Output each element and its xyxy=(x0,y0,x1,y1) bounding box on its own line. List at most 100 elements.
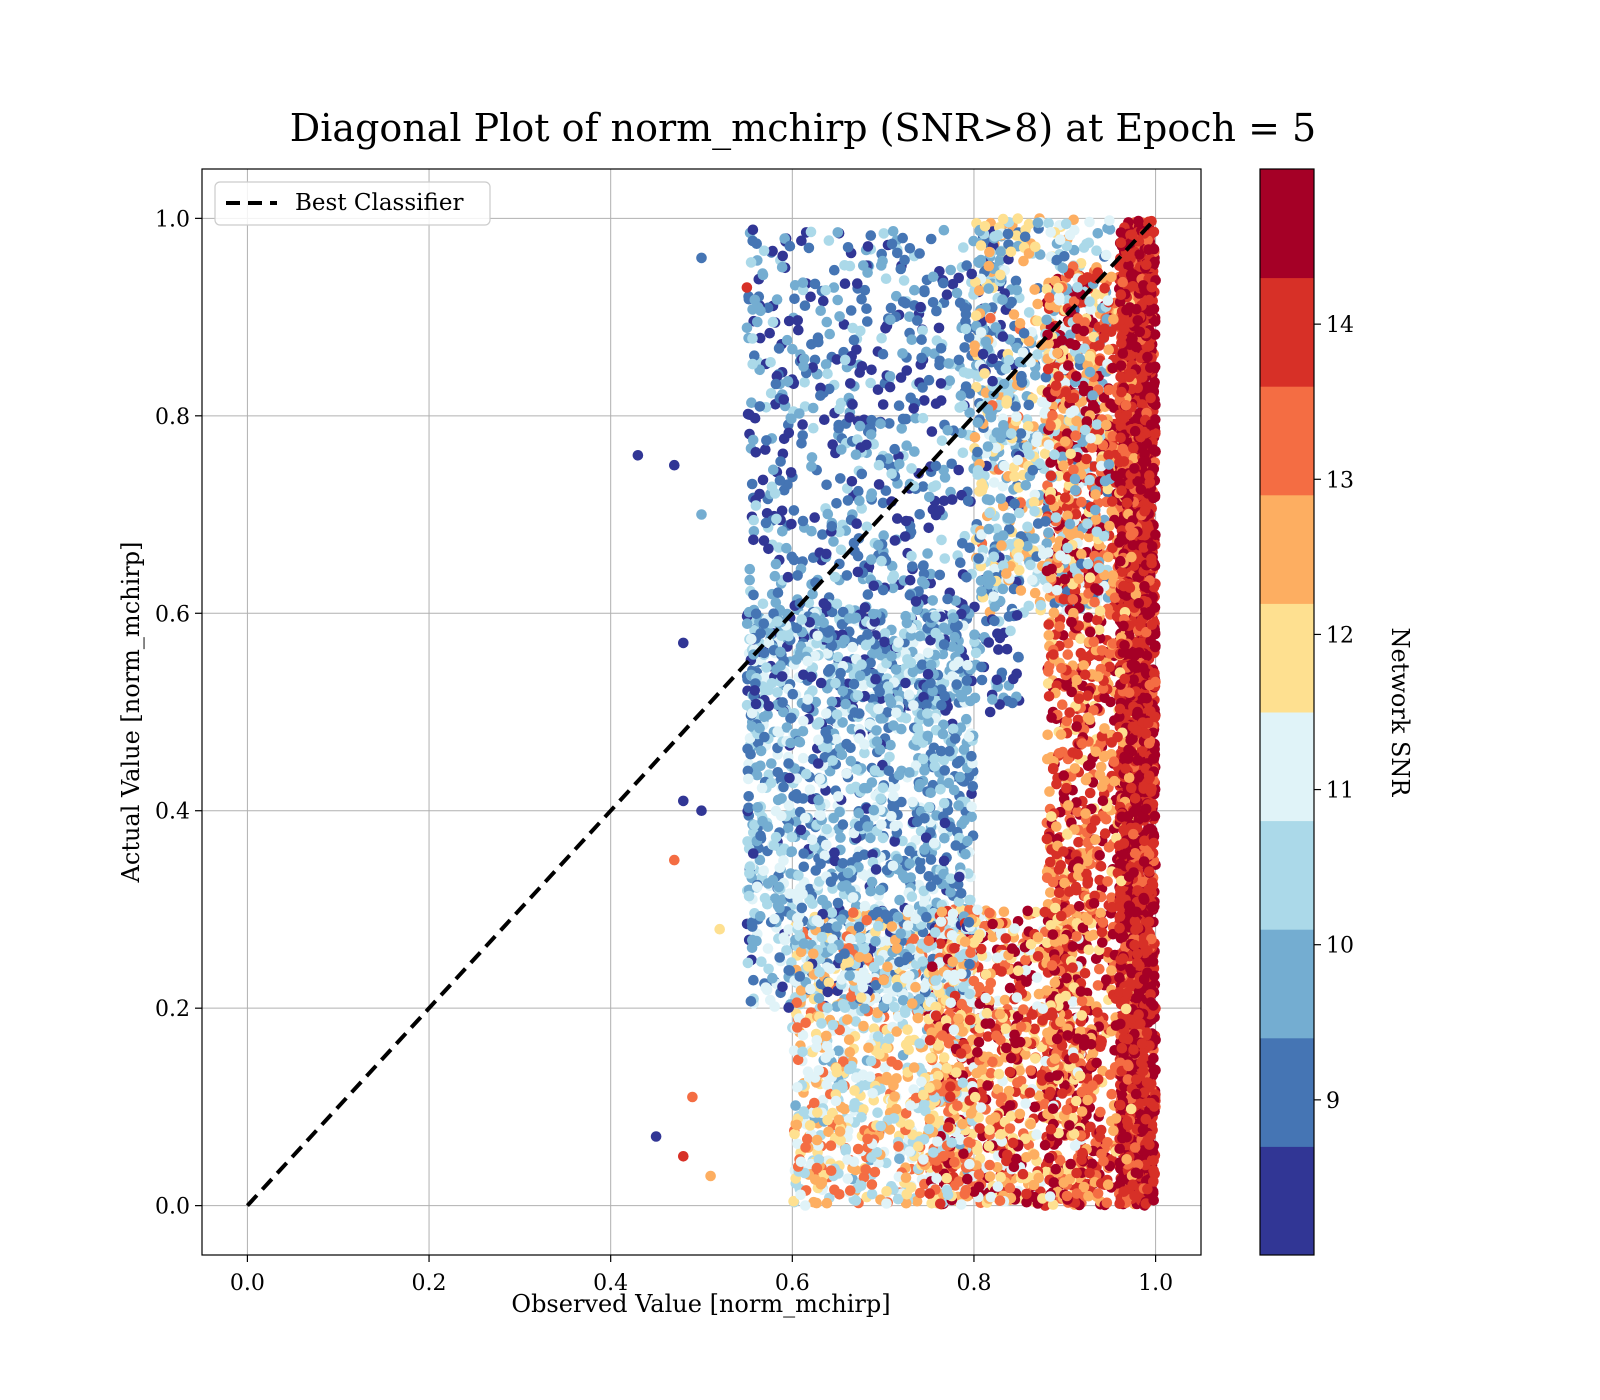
scatter-point xyxy=(650,1131,662,1142)
scatter-point xyxy=(764,327,775,339)
scatter-point xyxy=(938,1052,950,1063)
scatter-point xyxy=(941,289,953,301)
scatter-point xyxy=(982,1080,993,1091)
scatter-point xyxy=(743,791,754,802)
scatter-point xyxy=(760,444,771,455)
scatter-point xyxy=(957,447,969,459)
scatter-point xyxy=(919,395,930,406)
scatter-point xyxy=(743,773,754,785)
scatter-point xyxy=(1092,1007,1103,1018)
scatter-point xyxy=(804,1120,816,1131)
scatter-point xyxy=(914,509,925,520)
scatter-point xyxy=(754,401,766,412)
scatter-point xyxy=(998,906,1010,918)
scatter-point xyxy=(880,323,891,334)
scatter-point xyxy=(669,854,680,866)
scatter-point xyxy=(748,974,759,986)
scatter-point xyxy=(1148,1052,1159,1064)
scatter-point xyxy=(887,582,899,594)
scatter-point xyxy=(973,1036,985,1048)
scatter-point xyxy=(877,497,889,509)
scatter-point xyxy=(762,943,774,954)
scatter-point xyxy=(835,832,846,843)
scatter-point xyxy=(842,1014,853,1025)
scatter-point xyxy=(906,550,917,562)
scatter-point xyxy=(776,810,787,822)
scatter-point xyxy=(1100,249,1112,261)
scatter-point xyxy=(1073,836,1084,848)
scatter-point xyxy=(1020,1049,1031,1060)
scatter-point xyxy=(946,494,958,505)
scatter-point xyxy=(1095,1106,1106,1118)
scatter-point xyxy=(844,412,855,423)
scatter-point xyxy=(889,535,901,546)
scatter-point xyxy=(807,402,819,414)
chart-title: Diagonal Plot of norm_mchirp (SNR>8) at … xyxy=(290,106,1316,151)
scatter-point xyxy=(957,400,969,412)
scatter-point xyxy=(1090,489,1101,500)
scatter-point xyxy=(824,328,835,340)
scatter-point xyxy=(879,1062,891,1073)
scatter-point xyxy=(820,359,832,370)
scatter-point xyxy=(938,719,949,731)
scatter-point xyxy=(812,332,824,344)
scatter-point xyxy=(889,836,900,847)
scatter-point xyxy=(945,264,956,276)
scatter-point xyxy=(758,865,769,876)
scatter-point xyxy=(805,291,816,303)
scatter-point xyxy=(767,245,778,257)
scatter-point xyxy=(1057,699,1068,710)
scatter-point xyxy=(1087,1047,1099,1059)
scatter-point xyxy=(819,414,830,426)
scatter-point xyxy=(1012,651,1024,663)
scatter-point xyxy=(991,523,1002,535)
scatter-point xyxy=(1039,448,1051,460)
scatter-point xyxy=(757,598,769,610)
scatter-point xyxy=(1010,401,1021,412)
scatter-point xyxy=(999,994,1011,1006)
scatter-point xyxy=(1092,980,1104,991)
scatter-point xyxy=(1001,643,1013,655)
scatter-points xyxy=(632,213,1161,1211)
scatter-point xyxy=(904,243,916,254)
scatter-point xyxy=(705,1170,716,1182)
scatter-point xyxy=(904,574,916,586)
scatter-point xyxy=(756,782,768,794)
scatter-point xyxy=(879,636,890,648)
scatter-point xyxy=(911,1195,923,1207)
scatter-point xyxy=(1094,963,1105,975)
scatter-point xyxy=(957,538,968,549)
scatter-point xyxy=(771,294,783,305)
scatter-point xyxy=(770,558,782,570)
scatter-point xyxy=(1030,370,1041,381)
scatter-point xyxy=(1022,521,1033,533)
scatter-point xyxy=(1025,1065,1036,1076)
scatter-point xyxy=(821,479,832,491)
scatter-point xyxy=(1043,619,1054,630)
scatter-point xyxy=(789,293,800,305)
scatter-point xyxy=(1031,972,1043,983)
scatter-point xyxy=(898,275,910,286)
scatter-point xyxy=(884,751,895,763)
scatter-point xyxy=(798,861,810,873)
scatter-point xyxy=(961,713,972,725)
scatter-point xyxy=(938,224,950,236)
scatter-point xyxy=(792,1082,803,1093)
scatter-point xyxy=(827,439,838,450)
scatter-point xyxy=(805,226,817,238)
scatter-point xyxy=(1104,215,1115,226)
scatter-point xyxy=(919,285,930,296)
scatter-point xyxy=(786,831,798,843)
scatter-point xyxy=(796,438,807,449)
scatter-point xyxy=(770,597,782,608)
scatter-point xyxy=(795,824,807,836)
scatter-point xyxy=(797,752,809,764)
scatter-point xyxy=(959,342,970,353)
scatter-point xyxy=(788,1195,799,1207)
scatter-point xyxy=(936,534,947,546)
scatter-point xyxy=(997,530,1009,541)
scatter-point xyxy=(799,401,811,412)
scatter-point xyxy=(904,858,915,869)
scatter-point xyxy=(878,228,890,239)
